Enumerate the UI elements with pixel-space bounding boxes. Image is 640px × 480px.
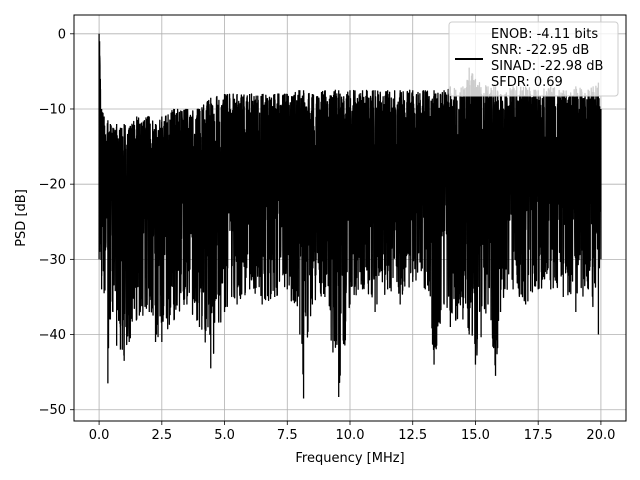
y-axis-ticks: 0 −10 −20 −30 −40 −50 [39, 27, 74, 418]
y-tick-label: −10 [39, 102, 66, 117]
legend-sfdr: SFDR: 0.69 [491, 75, 563, 90]
psd-series-line [98, 33, 602, 399]
legend-snr: SNR: -22.95 dB [491, 43, 589, 58]
x-tick-label: 2.5 [151, 428, 172, 443]
x-tick-label: 10.0 [336, 428, 365, 443]
x-tick-label: 0.0 [89, 428, 110, 443]
y-tick-label: −20 [39, 178, 66, 193]
x-tick-label: 17.5 [524, 428, 553, 443]
x-tick-label: 15.0 [461, 428, 490, 443]
x-tick-label: 5.0 [214, 428, 235, 443]
legend: ENOB: -4.11 bits SNR: -22.95 dB SINAD: -… [448, 21, 619, 97]
x-tick-label: 12.5 [398, 428, 427, 443]
x-axis-ticks: 0.0 2.5 5.0 7.5 10.0 12.5 15.0 17.5 20.0 [89, 421, 615, 443]
y-tick-label: −50 [39, 403, 66, 418]
legend-sinad: SINAD: -22.98 dB [491, 59, 603, 74]
y-axis-label: PSD [dB] [14, 189, 29, 247]
legend-box [448, 21, 619, 97]
legend-enob: ENOB: -4.11 bits [491, 27, 598, 42]
plot-area [98, 33, 602, 399]
x-tick-label: 20.0 [586, 428, 615, 443]
y-tick-label: −30 [39, 253, 66, 268]
x-tick-label: 7.5 [277, 428, 298, 443]
y-tick-label: −40 [39, 328, 66, 343]
x-axis-label: Frequency [MHz] [295, 451, 404, 466]
y-tick-label: 0 [58, 27, 66, 42]
